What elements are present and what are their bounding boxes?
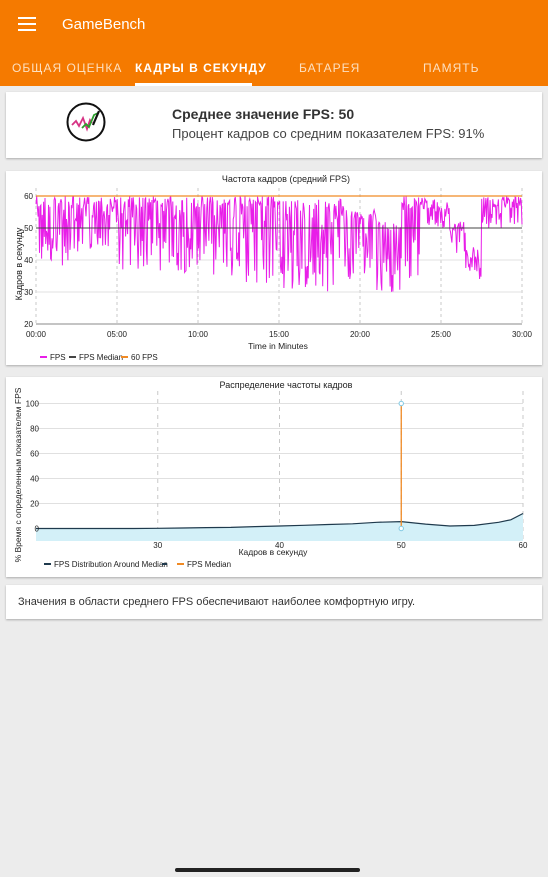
- distribution-area-fill: [36, 513, 523, 541]
- active-tab-indicator: [135, 83, 252, 86]
- fps-timeline-card: Частота кадров (средний FPS) 00:00 05:00 1…: [6, 171, 542, 365]
- x-tick-label: 50: [397, 541, 406, 550]
- x-tick-label: 15:00: [269, 330, 290, 339]
- legend-60fps-label: 60 FPS: [131, 353, 158, 362]
- y-tick-label: 60: [24, 192, 33, 201]
- y-tick-label: 40: [24, 256, 33, 265]
- x-axis-label: Time in Minutes: [248, 341, 308, 351]
- y-tick-label: 40: [30, 475, 39, 484]
- home-indicator[interactable]: [175, 868, 360, 872]
- y-tick-label: 30: [24, 288, 33, 297]
- x-tick-label: 00:00: [26, 330, 47, 339]
- chart-grid: [36, 391, 524, 541]
- y-tick-label: 50: [24, 224, 33, 233]
- x-tick-label: 60: [519, 541, 528, 550]
- legend-fps-label: FPS: [50, 353, 66, 362]
- app-bar: GameBench ОБЩАЯ ОЦЕНКА КАДРЫ В СЕКУНДУ Б…: [0, 0, 548, 86]
- y-tick-label: 20: [30, 500, 39, 509]
- legend-median-label: FPS Median: [187, 560, 231, 569]
- comfort-note-text: Значения в области среднего FPS обеспечи…: [18, 596, 416, 608]
- y-tick-label: 20: [24, 320, 33, 329]
- y-axis-label: % Время с определенным показателем FPS: [13, 387, 23, 562]
- x-tick-label: 30: [153, 541, 162, 550]
- x-axis-label: Кадров в секунду: [239, 547, 309, 557]
- fps-timeline-chart: Частота кадров (средний FPS) 00:00 05:00 1…: [14, 174, 533, 362]
- chart-title: Распределение частоты кадров: [220, 380, 353, 390]
- chart-ticks: 0 20 40 60 80 100 30 40 50 60: [26, 400, 528, 551]
- fps-gauge-icon: [66, 102, 106, 142]
- tab-memory[interactable]: ПАМЯТЬ: [423, 61, 480, 75]
- x-tick-label: 10:00: [188, 330, 209, 339]
- y-tick-label: 60: [30, 450, 39, 459]
- fps-summary-card: Среднее значение FPS: 50 Процент кадров …: [6, 92, 542, 158]
- median-marker-top: [398, 400, 404, 407]
- comfort-note-card: Значения в области среднего FPS обеспечи…: [6, 585, 542, 619]
- average-fps-text: Среднее значение FPS: 50: [172, 106, 355, 122]
- y-tick-label: 80: [30, 425, 39, 434]
- fps-series-line: [35, 195, 523, 292]
- average-fps-percent-text: Процент кадров со средним показателем FP…: [172, 126, 485, 141]
- distribution-line: [36, 512, 524, 530]
- fps-distribution-card: Распределение частоты кадров 0 20 40 60 80 10…: [6, 377, 542, 577]
- x-tick-label: 20:00: [350, 330, 371, 339]
- y-tick-label: 0: [35, 525, 40, 534]
- legend-distribution-label: FPS Distribution Around Median: [54, 560, 168, 569]
- x-tick-label: 30:00: [512, 330, 533, 339]
- chart-legend: FPS FPS Median 60 FPS: [40, 353, 158, 362]
- hamburger-menu-icon[interactable]: [18, 17, 40, 33]
- tab-fps[interactable]: КАДРЫ В СЕКУНДУ: [135, 61, 267, 75]
- app-title: GameBench: [62, 16, 146, 33]
- legend-median-label: FPS Median: [79, 353, 123, 362]
- x-tick-label: 40: [275, 541, 284, 550]
- chart-title: Частота кадров (средний FPS): [222, 174, 350, 184]
- x-tick-label: 25:00: [431, 330, 452, 339]
- fps-distribution-chart: Распределение частоты кадров 0 20 40 60 80 10…: [13, 380, 528, 569]
- chart-legend: FPS Distribution Around Median FPS Media…: [44, 560, 231, 569]
- chart-ticks: 00:00 05:00 10:00 15:00 20:00 25:00 30:00 20 30 4…: [24, 192, 532, 339]
- y-tick-label: 100: [26, 400, 40, 409]
- tab-battery[interactable]: БАТАРЕЯ: [299, 61, 361, 75]
- tab-overall[interactable]: ОБЩАЯ ОЦЕНКА: [12, 61, 123, 75]
- y-axis-label: Кадров в секунду: [14, 227, 24, 300]
- chart-grid: [35, 188, 523, 325]
- x-tick-label: 05:00: [107, 330, 128, 339]
- median-marker-bottom: [398, 525, 404, 532]
